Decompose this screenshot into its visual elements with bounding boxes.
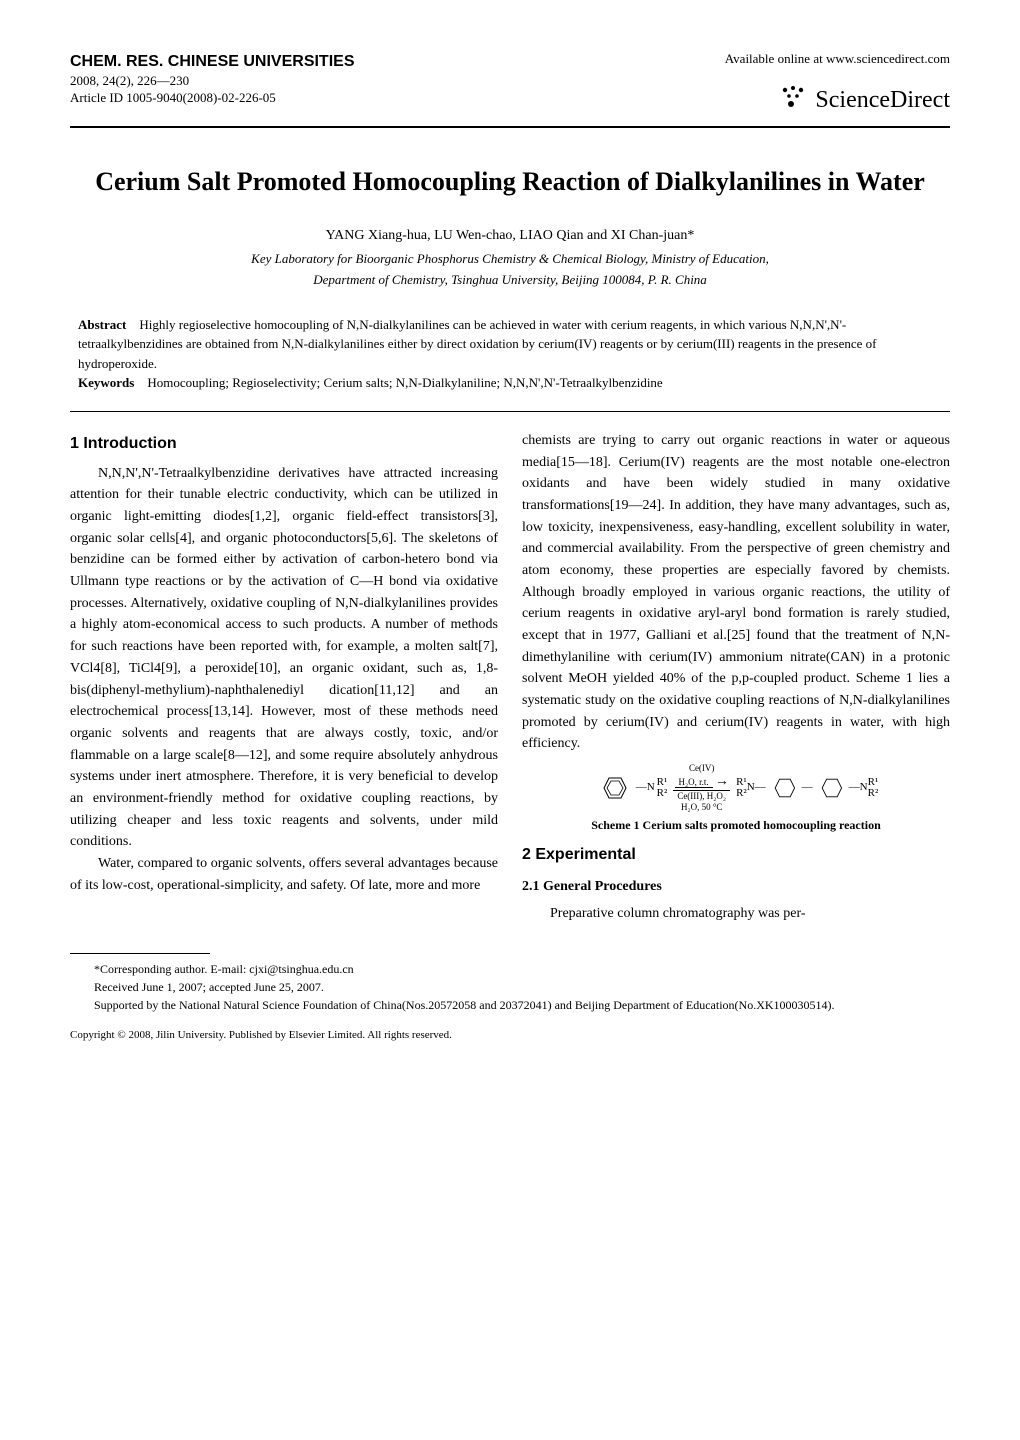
footnotes: *Corresponding author. E-mail: cjxi@tsin… (70, 960, 950, 1014)
received-date: Received June 1, 2007; accepted June 25,… (70, 978, 950, 996)
keywords-label: Keywords (78, 375, 134, 390)
abstract-text: Highly regioselective homocoupling of N,… (78, 317, 876, 371)
scheme-top-solv: H₂O, r.t. (675, 777, 713, 788)
abstract-block: Abstract Highly regioselective homocoupl… (70, 315, 950, 393)
scheme-1-caption: Scheme 1 Cerium salts promoted homocoupl… (522, 816, 950, 835)
scheme-top-cond: Ce(IV) (689, 763, 715, 773)
journal-name: CHEM. RES. CHINESE UNIVERSITIES (70, 50, 355, 73)
scheme-mid-r2: R² (736, 788, 747, 799)
corresponding-author: *Corresponding author. E-mail: cjxi@tsin… (70, 960, 950, 978)
keywords-text: Homocoupling; Regioselectivity; Cerium s… (147, 375, 662, 390)
available-online: Available online at www.sciencedirect.co… (725, 50, 950, 69)
issue-line: 2008, 24(2), 226—230 (70, 73, 355, 90)
scheme-bot-solv: H₂O, 50 °C (681, 802, 723, 812)
section-2-heading: 2 Experimental (522, 843, 950, 868)
right-column: chemists are trying to carry out organic… (522, 430, 950, 925)
affiliation-line1: Key Laboratory for Bioorganic Phosphorus… (70, 250, 950, 268)
sciencedirect-text: ScienceDirect (815, 83, 950, 118)
section-1-heading: 1 Introduction (70, 432, 498, 457)
left-column: 1 Introduction N,N,N',N'-Tetraalkylbenzi… (70, 430, 498, 925)
article-title: Cerium Salt Promoted Homocoupling Reacti… (70, 164, 950, 200)
exp-p1: Preparative column chromatography was pe… (522, 903, 950, 925)
intro-p3: chemists are trying to carry out organic… (522, 430, 950, 755)
section-2-1-heading: 2.1 General Procedures (522, 876, 950, 898)
intro-p2: Water, compared to organic solvents, off… (70, 853, 498, 896)
footnote-rule (70, 953, 210, 954)
scheme-1-figure: —N R¹ R² Ce(IV) H₂O, r.t. → Ce(III), H₂O… (522, 763, 950, 812)
copyright: Copyright © 2008, Jilin University. Publ… (70, 1028, 950, 1044)
scheme-right-r2: R² (868, 788, 879, 799)
authors: YANG Xiang-hua, LU Wen-chao, LIAO Qian a… (70, 226, 950, 246)
article-id: Article ID 1005-9040(2008)-02-226-05 (70, 90, 355, 107)
header-rule (70, 126, 950, 128)
affiliation-line2: Department of Chemistry, Tsinghua Univer… (70, 271, 950, 289)
abstract-rule (70, 411, 950, 412)
scheme-left-r2: R² (657, 788, 668, 799)
sciencedirect-icon (779, 84, 809, 117)
abstract-label: Abstract (78, 317, 126, 332)
intro-p1: N,N,N',N'-Tetraalkylbenzidine derivative… (70, 463, 498, 853)
scheme-bot-cond: Ce(III), H₂O₂ (673, 790, 730, 801)
supported-by: Supported by the National Natural Scienc… (70, 996, 950, 1014)
